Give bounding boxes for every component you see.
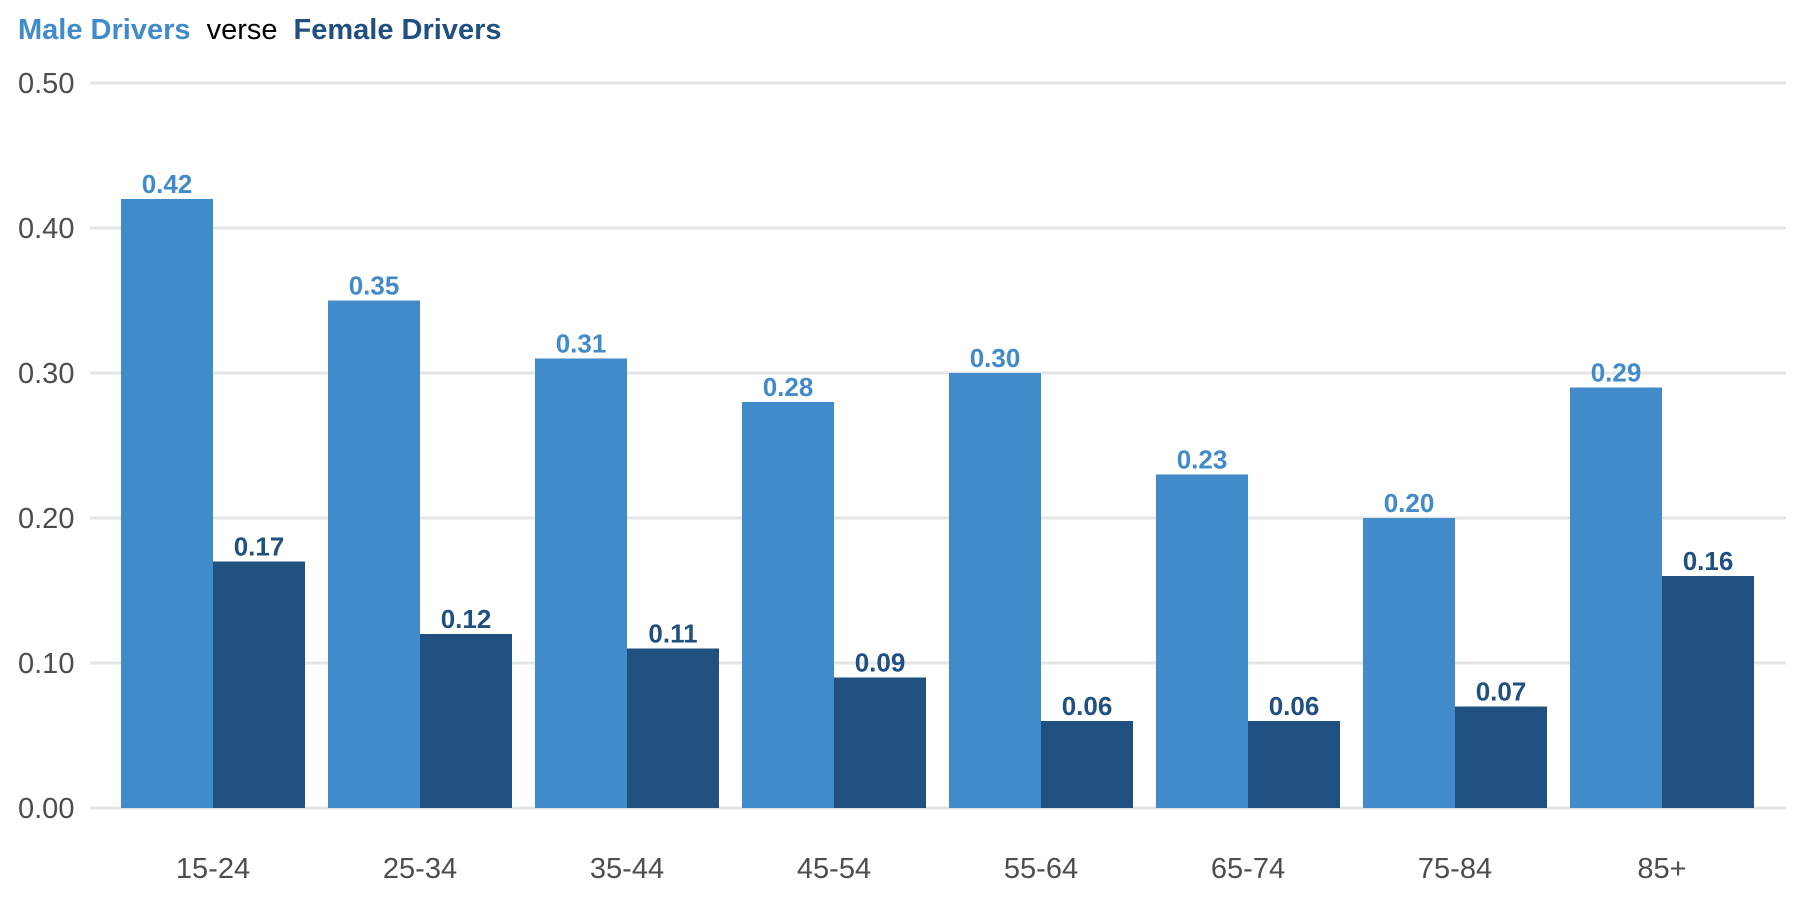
chart-title: Male Drivers verse Female Drivers [18,14,502,46]
x-tick-label: 65-74 [1211,853,1285,885]
x-tick-label: 15-24 [176,853,250,885]
male-bar-45-54 [742,402,834,808]
male-bar-15-24 [121,199,213,808]
male-bar-35-44 [535,358,627,808]
x-tick-label: 85+ [1637,853,1686,885]
x-axis-tick-labels: 15-24 25-34 35-44 45-54 55-64 65-74 75-84 85+ [176,853,1687,885]
male-data-label: 0.35 [349,271,400,301]
male-data-label: 0.31 [556,329,607,359]
female-data-label: 0.16 [1683,546,1734,576]
female-data-label: 0.11 [648,619,697,649]
female-data-label: 0.09 [855,648,906,678]
y-axis-tick-labels: 0.00 0.10 0.20 0.30 0.40 0.50 [18,68,74,825]
male-bar-65-74 [1156,474,1248,808]
title-female-series: Female Drivers [294,14,502,46]
bars [121,199,1754,808]
y-tick-label: 0.20 [18,503,74,535]
female-bar-35-44 [627,648,719,808]
male-bar-25-34 [328,300,420,808]
female-bar-75-84 [1455,706,1547,808]
y-tick-label: 0.10 [18,648,74,680]
female-data-label: 0.07 [1476,677,1527,707]
female-bar-65-74 [1248,721,1340,808]
y-tick-label: 0.00 [18,793,74,825]
x-tick-label: 25-34 [383,853,457,885]
title-male-series: Male Drivers [18,14,191,46]
x-tick-label: 75-84 [1418,853,1492,885]
female-data-label: 0.06 [1269,691,1320,721]
female-data-label: 0.12 [441,604,492,634]
female-bar-55-64 [1041,721,1133,808]
x-tick-label: 55-64 [1004,853,1078,885]
y-tick-label: 0.40 [18,213,74,245]
x-tick-label: 35-44 [590,853,664,885]
y-tick-label: 0.50 [18,68,74,100]
y-tick-label: 0.30 [18,358,74,390]
female-data-label: 0.17 [234,532,285,562]
male-data-label: 0.23 [1177,445,1228,475]
data-labels: 0.42 0.17 0.35 0.12 0.31 0.11 0.28 0.09 0.30 0.06… [142,169,1734,721]
male-data-label: 0.30 [970,343,1021,373]
female-data-label: 0.06 [1062,691,1113,721]
female-bar-25-34 [420,634,512,808]
male-data-label: 0.42 [142,169,193,199]
male-data-label: 0.28 [763,372,814,402]
male-bar-75-84 [1363,518,1455,808]
x-tick-label: 45-54 [797,853,871,885]
male-data-label: 0.29 [1591,358,1642,388]
male-bar-85+ [1570,387,1662,808]
title-verse: verse [207,14,278,46]
female-bar-15-24 [213,561,305,808]
male-bar-55-64 [949,373,1041,808]
female-bar-85+ [1662,576,1754,808]
female-bar-45-54 [834,677,926,808]
male-data-label: 0.20 [1384,488,1435,518]
